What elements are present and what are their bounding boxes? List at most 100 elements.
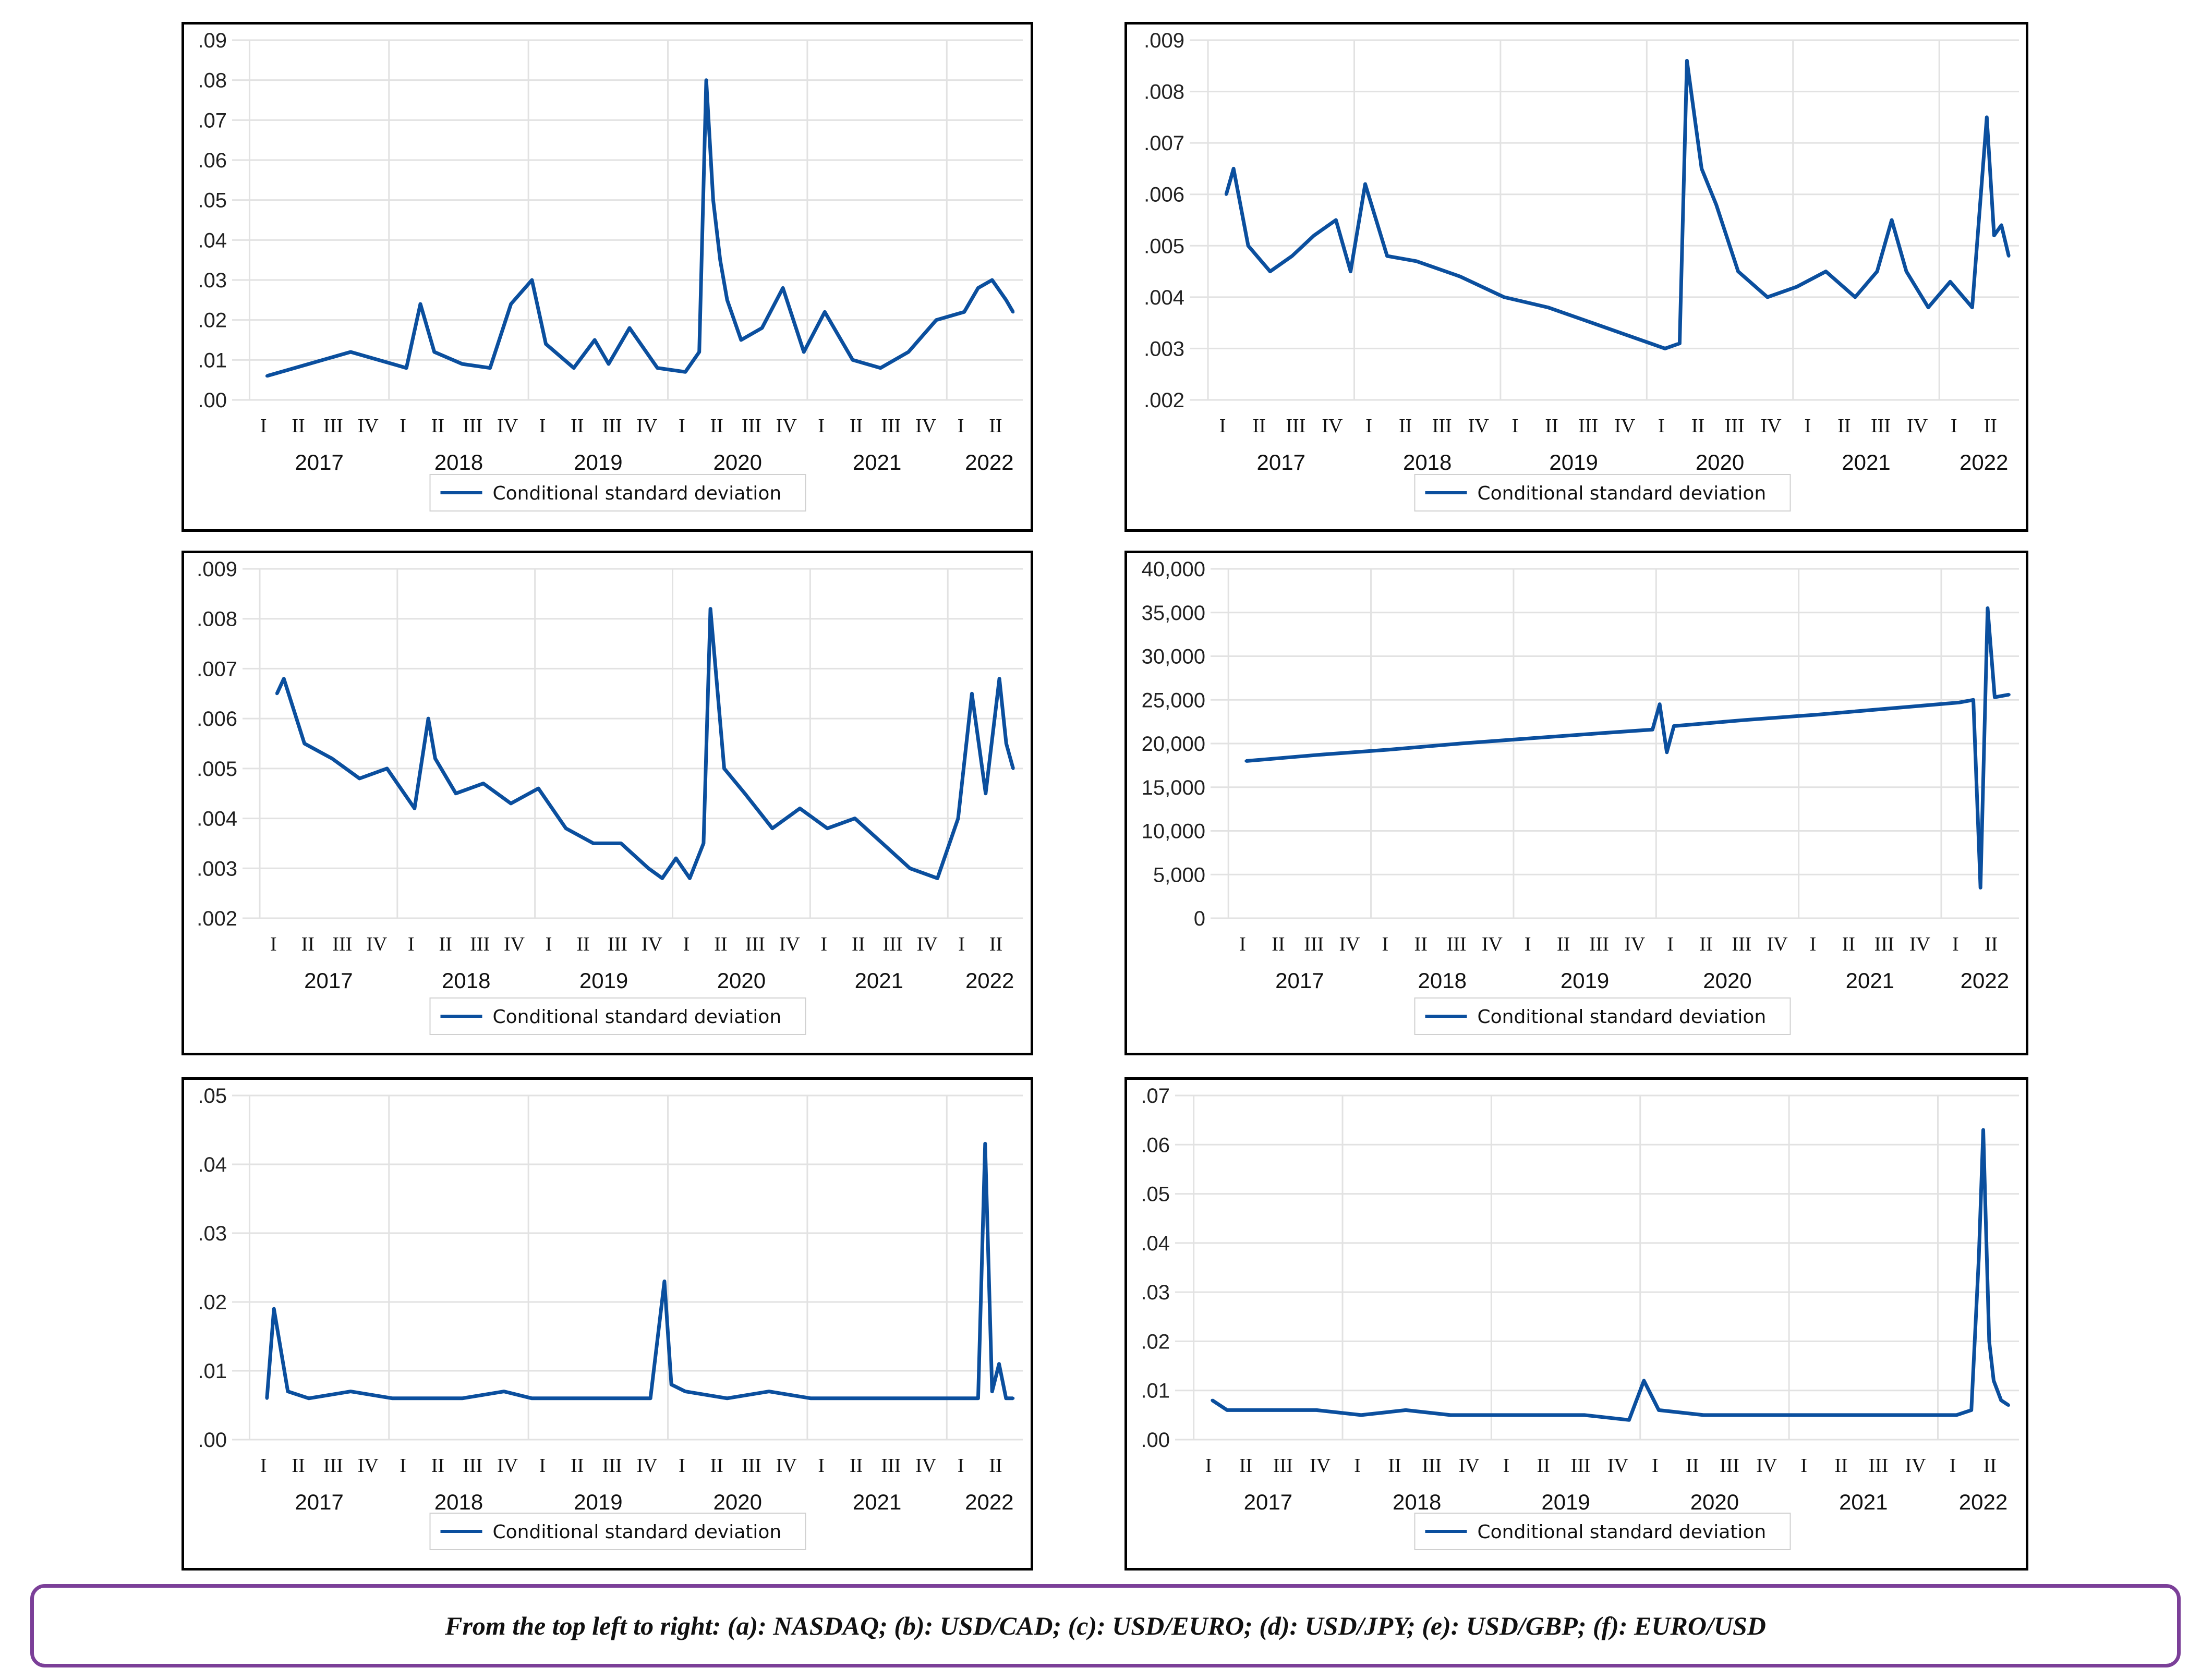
data-point xyxy=(998,677,1001,680)
data-point xyxy=(781,286,785,290)
y-tick-label: .04 xyxy=(198,229,227,252)
quarter-tick-label: I xyxy=(260,1455,267,1477)
quarter-tick-label: III xyxy=(323,415,343,437)
quarter-tick-label: I xyxy=(270,933,277,955)
quarter-tick-label: IV xyxy=(1614,415,1636,437)
quarter-tick-label: II xyxy=(1834,1455,1847,1477)
data-point xyxy=(1700,167,1703,171)
quarter-tick-label: I xyxy=(679,1455,685,1477)
quarter-tick-label: IV xyxy=(1907,415,1928,437)
data-point xyxy=(1665,750,1668,754)
y-tick-label: .07 xyxy=(198,109,227,132)
y-tick-label: .006 xyxy=(1144,184,1184,206)
data-point xyxy=(725,298,729,302)
year-tick-label: 2017 xyxy=(295,1490,343,1514)
quarter-tick-label: IV xyxy=(1767,933,1788,955)
quarter-tick-label: I xyxy=(1800,1455,1807,1477)
quarter-tick-label: IV xyxy=(917,933,938,955)
y-tick-label: 20,000 xyxy=(1142,733,1205,756)
data-point xyxy=(1642,1379,1646,1382)
data-point xyxy=(656,366,659,370)
data-point xyxy=(880,842,884,845)
quarter-tick-label: III xyxy=(470,933,490,955)
year-tick-label: 2018 xyxy=(434,1490,483,1514)
y-tick-label: .02 xyxy=(198,309,227,332)
data-point xyxy=(413,807,416,810)
quarter-tick-label: I xyxy=(1658,415,1665,437)
data-point xyxy=(593,338,597,342)
data-point xyxy=(1927,306,1930,309)
chart-panel-d: 0 5,000 10,000 15,000 20,000 25,000 30,000 35,0… xyxy=(1124,551,2028,1055)
y-tick-label: .003 xyxy=(1144,337,1184,360)
quarter-tick-label: III xyxy=(1720,1455,1739,1477)
data-point xyxy=(1949,280,1952,284)
chart-f-svg: .00.01.02.03.04.05.06.07I II III IV I II III IV… xyxy=(1141,1085,2019,1550)
data-point xyxy=(718,258,722,262)
data-point xyxy=(983,1142,987,1146)
data-point xyxy=(2007,254,2011,258)
data-point xyxy=(1538,1413,1542,1417)
quarter-tick-label: I xyxy=(683,933,690,955)
year-tick-label: 2018 xyxy=(1403,450,1452,474)
quarter-tick-label: III xyxy=(463,1455,482,1477)
quarter-tick-label: II xyxy=(1399,415,1412,437)
data-point xyxy=(1493,1413,1497,1417)
y-tick-label: .003 xyxy=(197,857,237,880)
y-tick-label: .01 xyxy=(1141,1380,1170,1403)
quarter-tick-label: IV xyxy=(1905,1455,1927,1477)
y-tick-label: 0 xyxy=(1194,907,1205,930)
quarter-tick-label: III xyxy=(1589,933,1609,955)
data-point xyxy=(683,370,687,374)
data-point xyxy=(1744,718,1747,722)
legend-label: Conditional standard deviation xyxy=(493,483,782,504)
data-point xyxy=(879,366,882,370)
quarter-tick-label: II xyxy=(1699,933,1712,955)
data-point xyxy=(1986,606,1989,610)
quarter-tick-label: II xyxy=(850,1455,863,1477)
data-point xyxy=(591,842,595,845)
data-point xyxy=(906,350,910,354)
quarter-tick-label: I xyxy=(260,415,267,437)
data-point xyxy=(674,857,678,860)
y-tick-label: 25,000 xyxy=(1142,689,1205,712)
quarter-tick-label: IV xyxy=(1482,933,1503,955)
data-point xyxy=(530,1396,534,1400)
data-point xyxy=(1270,1408,1274,1412)
data-point xyxy=(2000,223,2003,227)
quarter-tick-label: III xyxy=(1273,1455,1293,1477)
year-tick-label: 2019 xyxy=(574,1490,622,1514)
quarter-tick-label: II xyxy=(1842,933,1855,955)
data-point xyxy=(1404,1408,1408,1412)
data-point xyxy=(739,338,743,342)
quarter-tick-label: I xyxy=(539,1455,546,1477)
data-point xyxy=(1987,1340,1991,1343)
quarter-tick-label: II xyxy=(1984,1455,1997,1477)
y-tick-label: .01 xyxy=(198,1360,227,1383)
data-point xyxy=(1835,1413,1839,1417)
y-tick-label: .03 xyxy=(198,269,227,292)
legend-label: Conditional standard deviation xyxy=(1478,1006,1767,1028)
data-point xyxy=(647,867,650,870)
quarter-tick-label: II xyxy=(1837,415,1851,437)
quarter-tick-label: I xyxy=(546,933,552,955)
y-tick-label: 5,000 xyxy=(1153,863,1205,886)
year-tick-label: 2022 xyxy=(1961,968,2009,993)
y-tick-label: .005 xyxy=(197,758,237,781)
legend-label: Conditional standard deviation xyxy=(1478,1521,1767,1543)
chart-d-svg: 0 5,000 10,000 15,000 20,000 25,000 30,000 35,0… xyxy=(1142,558,2019,1035)
data-point xyxy=(1315,1408,1319,1412)
quarter-tick-label: I xyxy=(1354,1455,1361,1477)
year-tick-label: 2021 xyxy=(853,1490,901,1514)
year-tick-label: 2017 xyxy=(1275,968,1324,993)
data-point xyxy=(1992,1379,1996,1382)
data-point xyxy=(709,607,712,611)
data-point xyxy=(1875,270,1879,273)
quarter-tick-label: III xyxy=(1571,1455,1591,1477)
year-tick-label: 2018 xyxy=(1418,968,1467,993)
data-point xyxy=(851,1396,854,1400)
year-tick-label: 2019 xyxy=(579,968,628,993)
data-point xyxy=(935,1396,938,1400)
quarter-tick-label: IV xyxy=(1310,1455,1331,1477)
data-point xyxy=(1359,1413,1363,1417)
